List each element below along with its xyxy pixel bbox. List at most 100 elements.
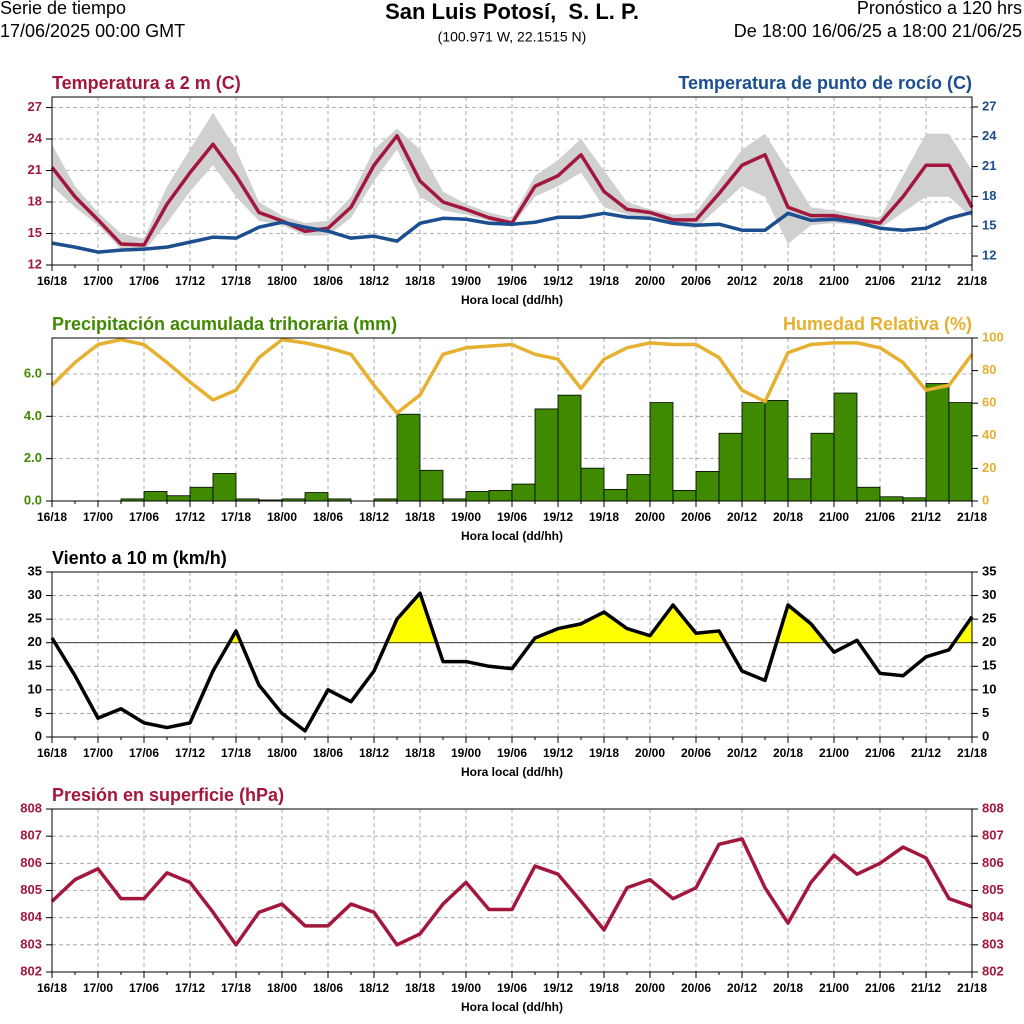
panel-title-right: Temperatura de punto de rocío (C) [678,73,972,93]
panel-title: Presión en superficie (hPa) [52,785,284,805]
x-tick-label: 18/00 [267,981,297,995]
y2-tick-label: 15 [982,218,996,233]
y2-tick-label: 0 [982,728,989,743]
x-tick-label: 19/18 [589,274,619,288]
x-tick-label: 18/06 [313,510,343,524]
y-tick-label: 20 [28,634,42,649]
y2-tick-label: 0 [982,492,989,507]
bar [419,469,444,502]
x-tick-label: 20/18 [773,746,803,760]
x-tick-label: 19/12 [543,274,573,288]
x-tick-label: 19/18 [589,510,619,524]
x-tick-label: 18/12 [359,746,389,760]
x-tick-label: 18/12 [359,981,389,995]
x-tick-label: 17/00 [83,510,113,524]
plot-frame [51,571,973,738]
panel-title: Viento a 10 m (km/h) [52,548,227,568]
x-tick-label: 21/12 [911,746,941,760]
x-tick-label: 20/00 [635,510,665,524]
x-tick-label: 21/06 [865,746,895,760]
bar [580,467,605,502]
header-left: Serie de tiempo [0,0,126,18]
x-tick-label: 17/18 [221,510,251,524]
bar [534,408,559,502]
x-tick-label: 18/06 [313,746,343,760]
x-tick-label: 20/06 [681,510,711,524]
y-tick-label: 35 [28,563,42,578]
x-tick-label: 19/00 [451,746,481,760]
x-tick-label: 21/12 [911,274,941,288]
x-tick-label: 21/00 [819,510,849,524]
x-axis-label: Hora local (dd/hh) [461,765,563,779]
x-axis-label: Hora local (dd/hh) [461,1000,563,1014]
x-tick-label: 18/06 [313,981,343,995]
plot-frame [51,96,973,266]
y2-tick-label: 20 [982,460,996,475]
bar [143,491,168,502]
y-tick-label: 10 [28,681,42,696]
x-tick-label: 18/00 [267,510,297,524]
y2-tick-label: 805 [982,882,1004,897]
x-tick-label: 17/06 [129,510,159,524]
x-tick-label: 21/00 [819,746,849,760]
bar [649,402,674,502]
y-tick-label: 27 [28,99,42,114]
x-tick-label: 17/00 [83,274,113,288]
x-tick-label: 19/06 [497,746,527,760]
y2-tick-label: 24 [982,128,997,143]
x-tick-label: 16/18 [37,981,67,995]
bar [879,496,904,502]
y2-tick-label: 15 [982,658,996,673]
x-tick-label: 18/18 [405,981,435,995]
bar [925,383,950,502]
x-tick-label: 19/00 [451,274,481,288]
x-axis-label: Hora local (dd/hh) [461,293,563,307]
bar [948,402,973,502]
bar [695,470,720,502]
y-tick-label: 24 [28,130,43,145]
y-tick-label: 0 [35,728,42,743]
x-tick-label: 21/06 [865,510,895,524]
series-line [50,337,974,415]
y-tick-label: 30 [28,587,42,602]
x-tick-label: 17/12 [175,510,205,524]
y2-tick-label: 806 [982,855,1004,870]
x-tick-label: 19/18 [589,981,619,995]
y2-tick-label: 807 [982,828,1004,843]
x-tick-label: 16/18 [37,746,67,760]
x-tick-label: 20/12 [727,746,757,760]
x-tick-label: 21/12 [911,510,941,524]
x-tick-label: 17/12 [175,746,205,760]
header-right: Pronóstico a 120 hrs [857,0,1022,18]
x-tick-label: 21/18 [957,746,987,760]
bar [189,486,214,502]
bar [718,432,743,502]
x-tick-label: 18/18 [405,510,435,524]
panel: 12 15 18 21 24 27 12 15 18 21 24 27 16/18 17/00 17/06 1… [28,73,998,307]
x-tick-label: 20/06 [681,746,711,760]
x-tick-label: 18/12 [359,274,389,288]
x-tick-label: 19/00 [451,510,481,524]
range-band [52,112,972,252]
x-tick-label: 20/12 [727,510,757,524]
y-tick-label: 803 [20,936,42,951]
bar [810,432,835,502]
y-tick-label: 806 [20,855,42,870]
x-tick-label: 16/18 [37,510,67,524]
y-tick-label: 805 [20,882,42,897]
y-tick-label: 25 [28,611,42,626]
y2-tick-label: 10 [982,681,996,696]
x-tick-label: 21/00 [819,274,849,288]
y2-tick-label: 5 [982,705,989,720]
y-tick-label: 15 [28,658,42,673]
panel-title-right: Humedad Relativa (%) [783,314,972,334]
x-tick-label: 17/18 [221,981,251,995]
x-tick-label: 21/18 [957,274,987,288]
x-tick-label: 20/12 [727,274,757,288]
x-tick-label: 19/12 [543,510,573,524]
y-tick-label: 6.0 [24,365,42,380]
x-tick-label: 20/06 [681,981,711,995]
header-right: De 18:00 16/06/25 a 18:00 21/06/25 [734,21,1022,41]
bar [212,473,237,502]
